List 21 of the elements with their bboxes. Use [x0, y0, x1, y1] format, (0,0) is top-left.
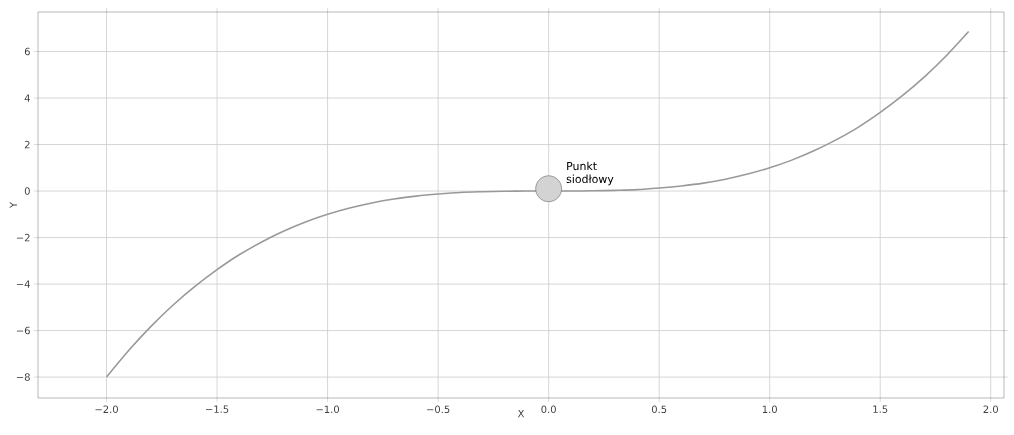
y-axis-title: Y	[9, 201, 17, 209]
y-tick-label: −6	[16, 326, 30, 335]
x-axis-title: X	[517, 409, 525, 418]
y-tick-label: −8	[16, 373, 30, 381]
y-tick-label: 4	[24, 94, 30, 102]
x-tick-label: 1.0	[762, 405, 777, 414]
line-series	[105, 30, 970, 378]
y-tick-label: 6	[24, 47, 30, 56]
y-tick-label: 2	[24, 140, 30, 149]
y-tick-label: 0	[24, 187, 30, 195]
y-tick-label: −4	[16, 280, 30, 288]
annotation: Punkt siodłowy	[566, 161, 614, 186]
x-tick-label: 0.0	[541, 405, 556, 414]
x-tick-label: −1.0	[316, 405, 340, 414]
x-tick-label: −0.5	[427, 405, 450, 414]
y-tick-label: −2	[16, 233, 30, 242]
x-tick-label: 2.0	[983, 405, 999, 414]
x-tick-label: 1.5	[873, 405, 888, 413]
x-tick-label: 0.5	[651, 405, 667, 414]
x-tick-label: −1.5	[206, 405, 229, 413]
x-tick-label: −2.0	[95, 405, 118, 414]
